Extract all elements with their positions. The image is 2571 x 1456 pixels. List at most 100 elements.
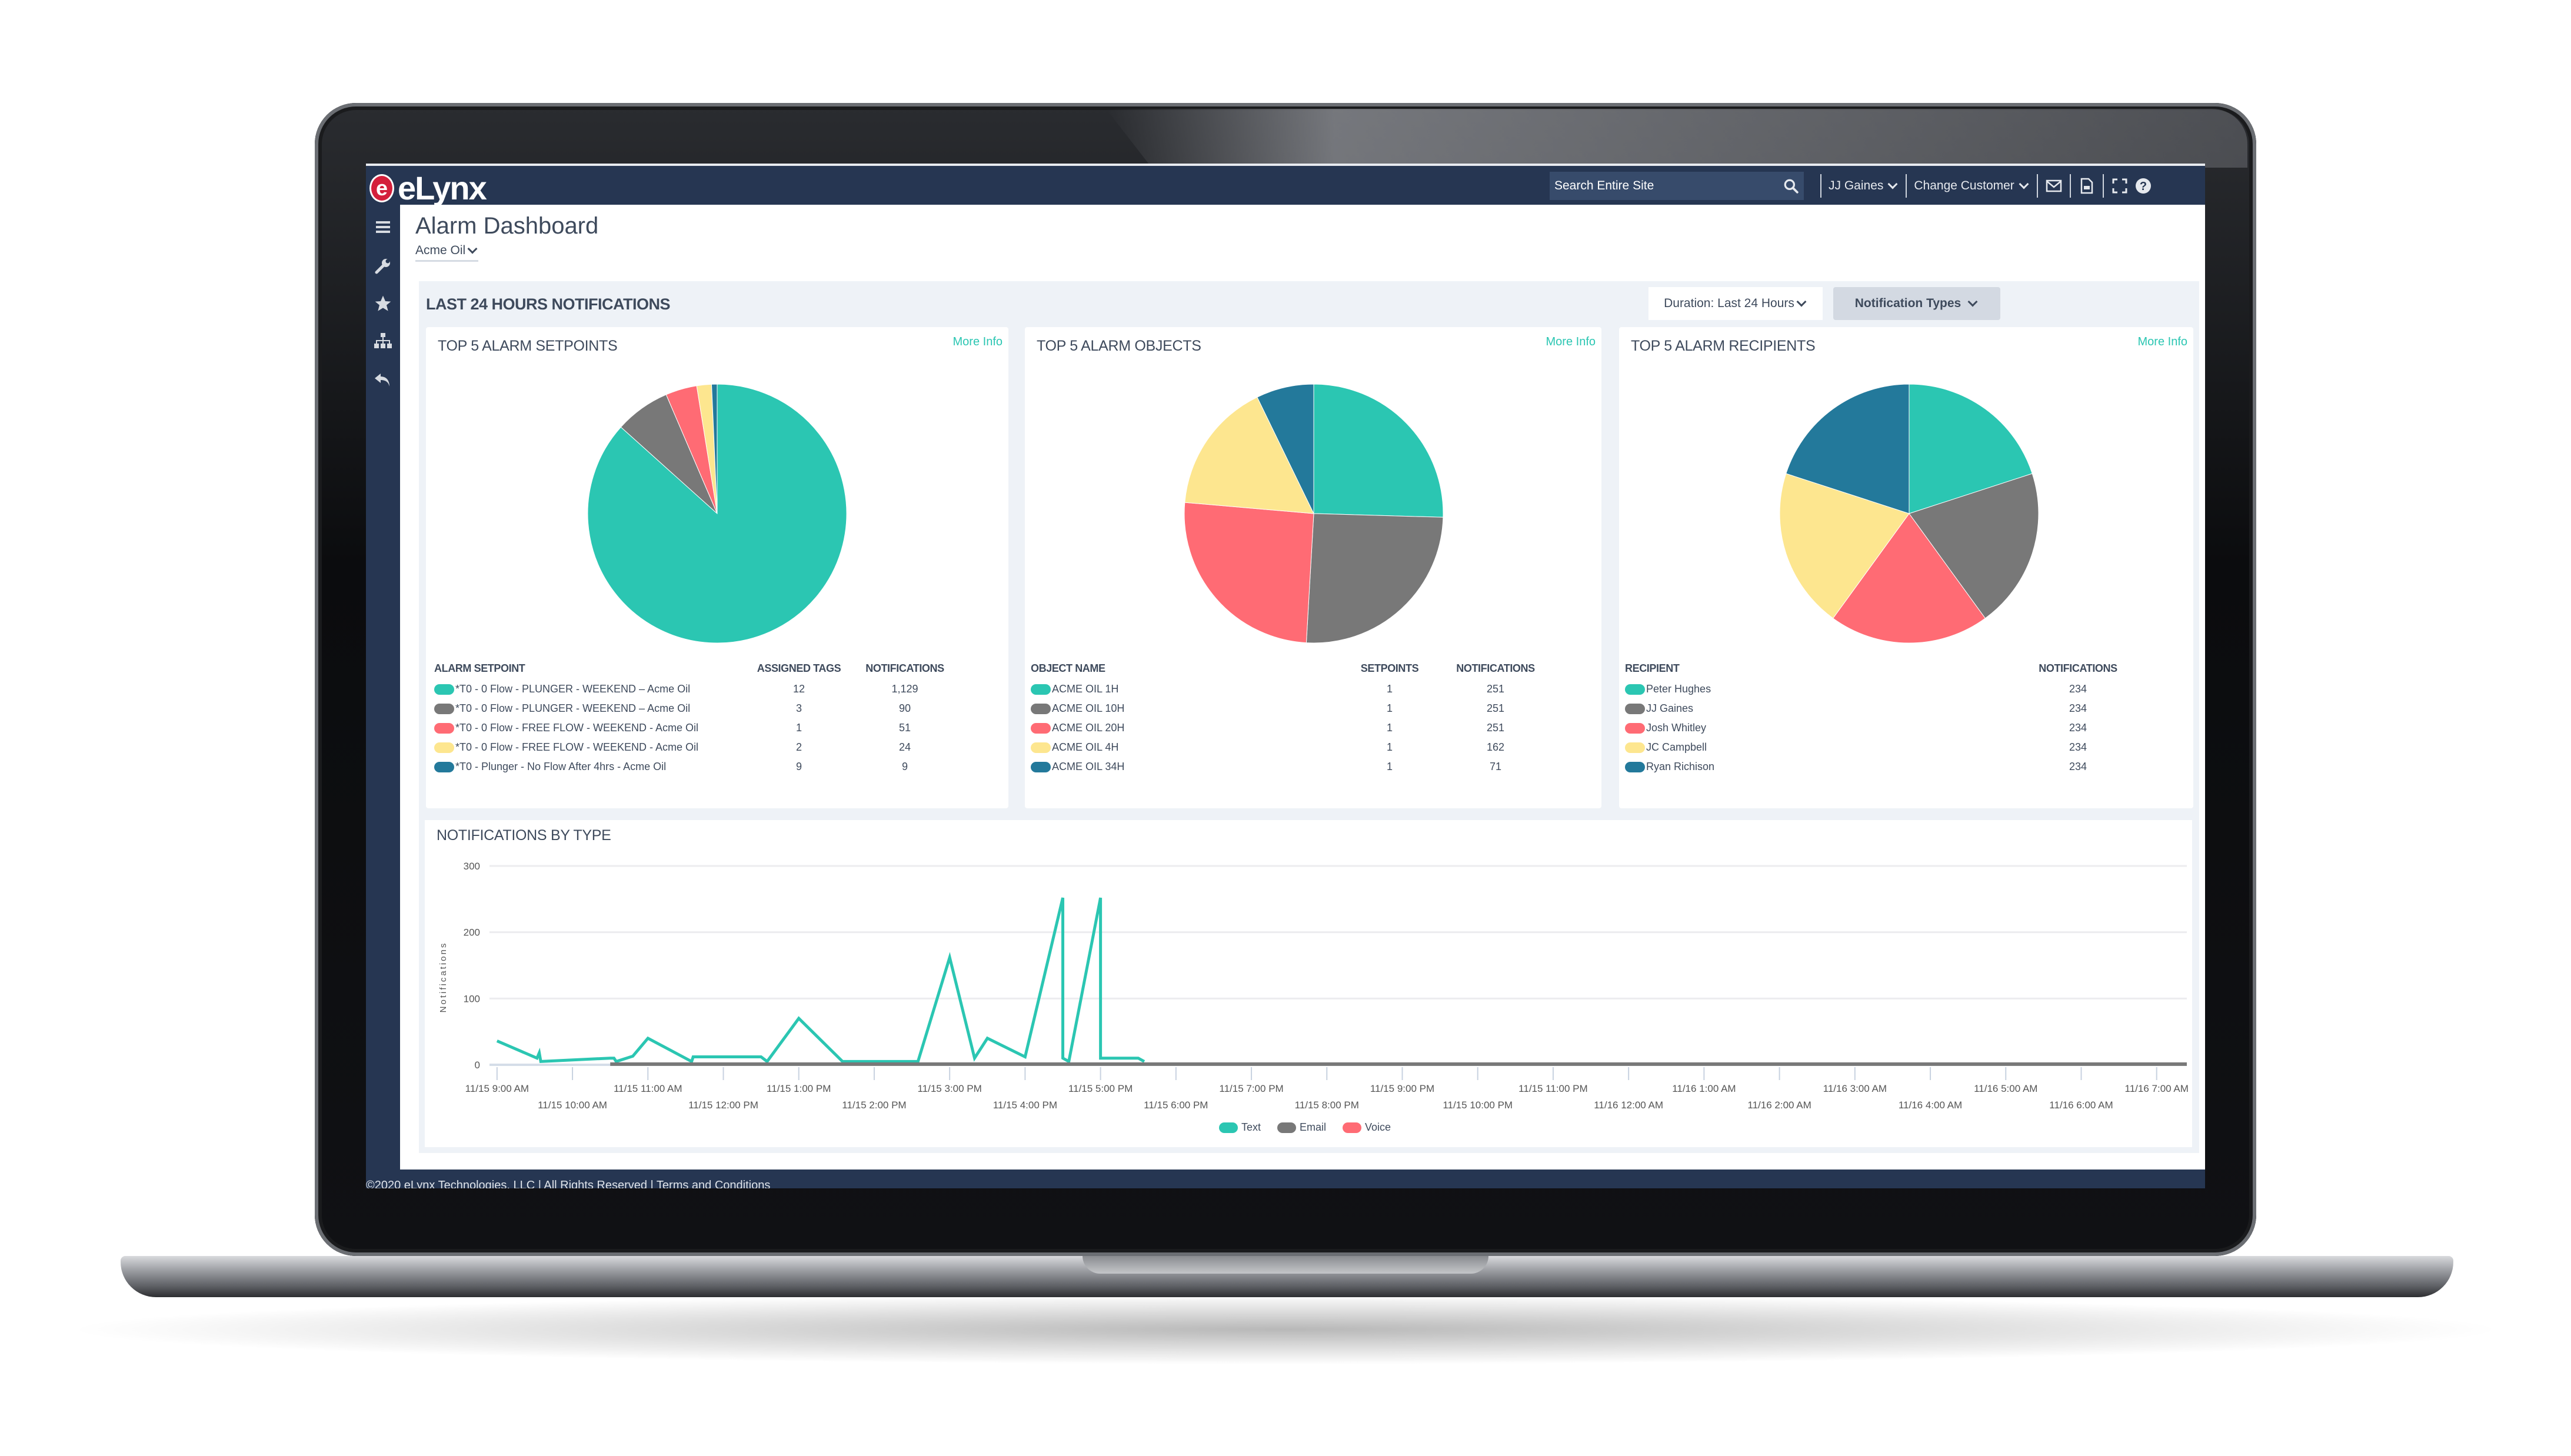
x-tick-label: 11/15 6:00 PM xyxy=(1144,1100,1208,1111)
pie-slice[interactable] xyxy=(1786,384,1910,514)
recipient-name: JC Campbell xyxy=(1646,741,1707,753)
top-nav-menus: JJ Gaines Change Customer ? xyxy=(1813,173,2152,199)
object-name: ACME OIL 34H xyxy=(1052,761,1125,772)
series-line-text[interactable] xyxy=(496,897,1145,1064)
notifications-count: 234 xyxy=(2069,722,2087,734)
setpoints-count: 1 xyxy=(1386,683,1393,695)
pie-slice[interactable] xyxy=(1832,513,1986,644)
elynx-logo[interactable]: e eLynx xyxy=(369,172,487,205)
divider xyxy=(2036,174,2038,198)
fullscreen-icon[interactable] xyxy=(2111,177,2129,195)
legend-item-text[interactable]: Text xyxy=(1219,1121,1261,1134)
y-tick-label: 200 xyxy=(464,927,480,938)
mail-icon[interactable] xyxy=(2045,177,2063,195)
x-tick-label: 11/15 5:00 PM xyxy=(1068,1083,1133,1094)
undo-arrow-icon[interactable] xyxy=(371,368,395,392)
notifications-count: 251 xyxy=(1486,683,1505,695)
notifications-count: 71 xyxy=(1489,761,1502,772)
table-row[interactable]: ACME OIL 4H 1 162 xyxy=(1031,739,1560,758)
pie-slice[interactable] xyxy=(1909,384,2033,514)
table-row[interactable]: *T0 - 0 Flow - PLUNGER - WEEKEND – Acme … xyxy=(434,700,964,719)
more-info-link[interactable]: More Info xyxy=(1546,335,1596,348)
notification-types-dropdown[interactable]: Notification Types xyxy=(1833,287,2000,320)
y-tick-label: 300 xyxy=(464,861,480,872)
divider xyxy=(1906,174,1907,198)
pie-slice[interactable] xyxy=(1313,384,1444,518)
legend-swatch xyxy=(1031,684,1051,695)
object-name: ACME OIL 1H xyxy=(1052,683,1119,695)
column-header: OBJECT NAME xyxy=(1031,662,1105,674)
change-customer-label: Change Customer xyxy=(1914,179,2014,192)
x-tick-label: 11/15 4:00 PM xyxy=(993,1100,1057,1111)
table-row[interactable]: ACME OIL 10H 1 251 xyxy=(1031,700,1560,719)
assigned-tags: 2 xyxy=(795,741,802,753)
pie-slice[interactable] xyxy=(1257,384,1314,514)
main-content: Alarm Dashboard Acme Oil LAST 24 HOURS N… xyxy=(400,205,2205,1170)
card-title: TOP 5 ALARM OBJECTS xyxy=(1037,338,1201,354)
star-icon[interactable] xyxy=(371,292,395,315)
table-row[interactable]: Josh Whitley 234 xyxy=(1625,719,2143,739)
legend-swatch xyxy=(1277,1122,1297,1133)
table-row[interactable]: ACME OIL 1H 1 251 xyxy=(1031,681,1560,700)
pie-slice[interactable] xyxy=(1184,397,1314,514)
pie-slice[interactable] xyxy=(1909,473,2039,619)
legend-swatch xyxy=(434,684,454,695)
document-icon[interactable] xyxy=(2078,177,2096,195)
table-row[interactable]: *T0 - 0 Flow - FREE FLOW - WEEKEND - Acm… xyxy=(434,739,964,758)
footer-copyright: ©2020 eLynx Technologies, LLC | All Righ… xyxy=(366,1179,771,1188)
laptop-base-notch xyxy=(1083,1256,1488,1274)
notifications-count: 51 xyxy=(898,722,911,734)
chart-legend: Text Email Voice xyxy=(1219,1121,1391,1134)
recipient-name: Ryan Richison xyxy=(1646,761,1715,772)
pie-slice[interactable] xyxy=(1779,473,1910,619)
wrench-icon[interactable] xyxy=(371,254,395,278)
more-info-link[interactable]: More Info xyxy=(953,335,1003,348)
sitemap-icon[interactable] xyxy=(371,329,395,353)
top-navigation-bar: e eLynx JJ Gaines Change Customer xyxy=(366,164,2205,205)
top-alarm-recipients-card: TOP 5 ALARM RECIPIENTS More Info RECIPIE… xyxy=(1619,327,2193,808)
laptop-lid-glare xyxy=(1106,109,2247,168)
x-tick-label: 11/15 10:00 AM xyxy=(538,1100,607,1111)
legend-item-email[interactable]: Email xyxy=(1277,1121,1326,1134)
legend-item-voice[interactable]: Voice xyxy=(1343,1121,1391,1134)
y-tick-label: 100 xyxy=(464,993,480,1004)
table-row[interactable]: Ryan Richison 234 xyxy=(1625,758,2143,778)
table-row[interactable]: Peter Hughes 234 xyxy=(1625,681,2143,700)
table-row[interactable]: JJ Gaines 234 xyxy=(1625,700,2143,719)
objects-pie-chart xyxy=(1184,384,1444,644)
notifications-count: 251 xyxy=(1486,722,1505,734)
table-row[interactable]: ACME OIL 20H 1 251 xyxy=(1031,719,1560,739)
notifications-by-type-card: NOTIFICATIONS BY TYPE 0 100 200 300 Notifica… xyxy=(425,820,2192,1147)
object-name: ACME OIL 20H xyxy=(1052,722,1125,734)
search-icon[interactable] xyxy=(1778,178,1804,194)
user-menu[interactable]: JJ Gaines xyxy=(1829,179,1899,193)
more-info-link[interactable]: More Info xyxy=(2137,335,2187,348)
hamburger-menu-icon[interactable] xyxy=(371,215,395,239)
duration-dropdown[interactable]: Duration: Last 24 Hours xyxy=(1648,287,1823,320)
change-customer-menu[interactable]: Change Customer xyxy=(1914,179,2029,193)
setpoint-name: *T0 - 0 Flow - FREE FLOW - WEEKEND - Acm… xyxy=(455,722,699,734)
notifications-count: 234 xyxy=(2069,741,2087,753)
table-row[interactable]: *T0 - Plunger - No Flow After 4hrs - Acm… xyxy=(434,758,964,778)
recipient-name: Peter Hughes xyxy=(1646,683,1711,695)
site-search xyxy=(1550,172,1804,200)
pie-slice[interactable] xyxy=(1184,502,1314,644)
customer-selector[interactable]: Acme Oil xyxy=(415,244,479,262)
help-icon[interactable]: ? xyxy=(2134,177,2152,195)
x-tick-label: 11/16 5:00 AM xyxy=(1974,1083,2037,1094)
pie-slice[interactable] xyxy=(1306,513,1444,644)
recipient-name: Josh Whitley xyxy=(1646,722,1707,734)
pie-slice[interactable] xyxy=(711,384,718,514)
legend-swatch xyxy=(1625,704,1645,715)
table-row[interactable]: *T0 - 0 Flow - PLUNGER - WEEKEND – Acme … xyxy=(434,681,964,700)
table-row[interactable]: *T0 - 0 Flow - FREE FLOW - WEEKEND - Acm… xyxy=(434,719,964,739)
legend-label: Voice xyxy=(1365,1121,1391,1133)
x-tick-label: 11/15 10:00 PM xyxy=(1443,1100,1513,1111)
table-row[interactable]: ACME OIL 34H 1 71 xyxy=(1031,758,1560,778)
x-tick-label: 11/16 1:00 AM xyxy=(1672,1083,1736,1094)
recipients-pie-chart xyxy=(1779,384,2039,644)
search-input[interactable] xyxy=(1550,178,1778,194)
table-row[interactable]: JC Campbell 234 xyxy=(1625,739,2143,758)
legend-swatch xyxy=(434,723,454,734)
setpoint-name: *T0 - 0 Flow - PLUNGER - WEEKEND – Acme … xyxy=(455,702,691,714)
